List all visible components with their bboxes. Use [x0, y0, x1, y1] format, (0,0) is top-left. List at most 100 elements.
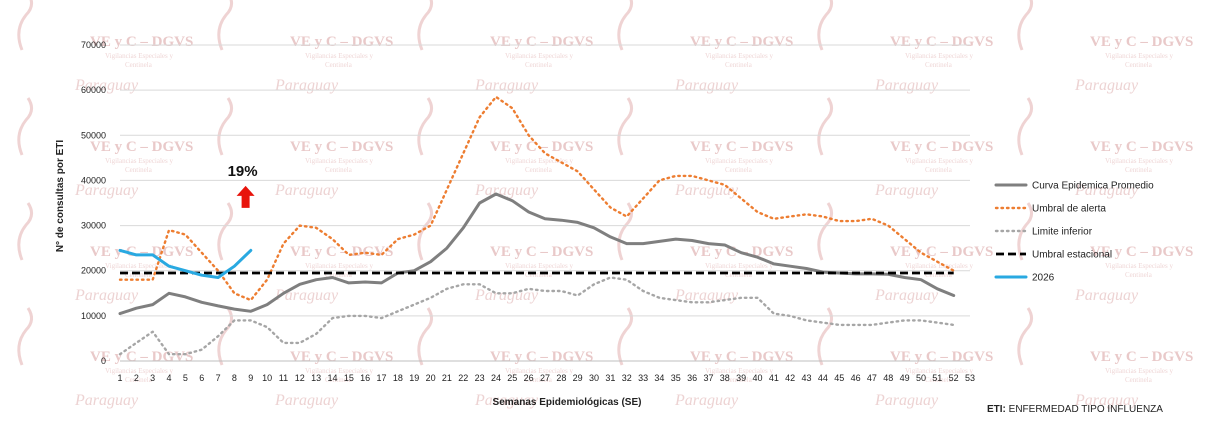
x-tick-label: 51	[932, 373, 942, 383]
watermark-title: VE y C – DGVS	[690, 34, 793, 50]
y-tick-label: 50000	[81, 130, 106, 140]
x-tick-label: 33	[638, 373, 648, 383]
watermark-script: Paraguay	[474, 77, 539, 94]
watermark-script: Paraguay	[874, 392, 939, 409]
watermark-subtitle: Vigilancias Especiales y	[505, 52, 574, 60]
x-tick-label: 24	[491, 373, 501, 383]
watermark-flourish	[1017, 307, 1033, 366]
watermark-subtitle: Centinela	[125, 376, 153, 384]
watermark-flourish	[817, 97, 833, 156]
watermark-script: Paraguay	[674, 392, 739, 409]
x-tick-label: 36	[687, 373, 697, 383]
watermark-subtitle: Centinela	[325, 376, 353, 384]
x-tick-label: 6	[199, 373, 204, 383]
x-tick-label: 49	[900, 373, 910, 383]
watermark-flourish	[617, 0, 633, 51]
watermark-flourish	[617, 202, 633, 261]
watermark-flourish	[217, 97, 233, 156]
watermark-subtitle: Vigilancias Especiales y	[905, 52, 974, 60]
legend-label: Limite inferior	[1032, 227, 1093, 238]
watermark-flourish	[1017, 202, 1033, 261]
x-tick-label: 46	[851, 373, 861, 383]
watermark-title: VE y C – DGVS	[1090, 139, 1193, 155]
series-line-1	[118, 95, 955, 302]
watermark-flourish	[817, 307, 833, 366]
x-tick-label: 8	[232, 373, 237, 383]
watermark-subtitle: Centinela	[125, 61, 153, 69]
x-tick-label: 25	[507, 373, 517, 383]
watermark-subtitle: Centinela	[525, 61, 553, 69]
watermark-subtitle: Centinela	[525, 271, 553, 279]
x-tick-label: 45	[834, 373, 844, 383]
watermark-title: VE y C – DGVS	[490, 349, 593, 365]
watermark-script: Paraguay	[274, 392, 339, 409]
watermark-flourish	[417, 0, 433, 51]
watermark-subtitle: Centinela	[925, 166, 953, 174]
watermark-subtitle: Vigilancias Especiales y	[705, 262, 774, 270]
watermark-subtitle: Vigilancias Especiales y	[1105, 52, 1174, 60]
x-tick-label: 40	[752, 373, 762, 383]
series-line-4	[118, 248, 253, 279]
watermark-title: VE y C – DGVS	[290, 139, 393, 155]
watermark-subtitle: Vigilancias Especiales y	[505, 367, 574, 375]
watermark-subtitle: Centinela	[525, 166, 553, 174]
watermark-title: VE y C – DGVS	[1090, 244, 1193, 260]
watermark-subtitle: Vigilancias Especiales y	[505, 262, 574, 270]
watermark-title: VE y C – DGVS	[1090, 349, 1193, 365]
watermark-script: Paraguay	[74, 182, 139, 199]
footnote: ETI: ENFERMEDAD TIPO INFLUENZA	[987, 404, 1163, 415]
watermark-title: VE y C – DGVS	[490, 244, 593, 260]
gridlines	[120, 44, 970, 317]
watermark-flourish	[617, 97, 633, 156]
watermark-flourish	[817, 0, 833, 51]
watermark-subtitle: Vigilancias Especiales y	[905, 262, 974, 270]
x-tick-label: 9	[248, 373, 253, 383]
x-tick-label: 5	[183, 373, 188, 383]
watermark-subtitle: Vigilancias Especiales y	[505, 157, 574, 165]
x-tick-label: 19	[409, 373, 419, 383]
x-tick-label: 16	[360, 373, 370, 383]
series-line-0	[118, 192, 956, 316]
x-tick-label: 27	[540, 373, 550, 383]
watermark-subtitle: Centinela	[925, 61, 953, 69]
x-tick-label: 13	[311, 373, 321, 383]
y-tick-label: 40000	[81, 175, 106, 185]
x-tick-label: 23	[475, 373, 485, 383]
watermark-title: VE y C – DGVS	[90, 244, 193, 260]
watermark-script: Paraguay	[1074, 287, 1139, 304]
x-tick-label: 14	[327, 373, 337, 383]
x-tick-label: 39	[736, 373, 746, 383]
x-tick-label: 29	[573, 373, 583, 383]
watermark-subtitle: Vigilancias Especiales y	[105, 262, 174, 270]
x-tick-label: 22	[458, 373, 468, 383]
x-tick-label: 47	[867, 373, 877, 383]
watermark-title: VE y C – DGVS	[490, 139, 593, 155]
x-tick-label: 43	[802, 373, 812, 383]
x-tick-label: 32	[622, 373, 632, 383]
watermark-subtitle: Vigilancias Especiales y	[105, 157, 174, 165]
watermark-script: Paraguay	[674, 77, 739, 94]
legend-label: Umbral estacional	[1032, 250, 1112, 261]
watermark-subtitle: Vigilancias Especiales y	[105, 52, 174, 60]
watermark-subtitle: Centinela	[525, 376, 553, 384]
legend-label: 2026	[1032, 273, 1055, 284]
watermark-flourish	[17, 202, 33, 261]
watermark-title: VE y C – DGVS	[890, 34, 993, 50]
watermark-title: VE y C – DGVS	[290, 349, 393, 365]
watermark-subtitle: Centinela	[1125, 61, 1153, 69]
watermark-subtitle: Vigilancias Especiales y	[105, 367, 174, 375]
watermark-flourish	[17, 97, 33, 156]
watermark-script: Paraguay	[274, 287, 339, 304]
legend: Curva Epidemica Promedio Umbral de alerta…	[994, 181, 1154, 284]
watermark-title: VE y C – DGVS	[90, 34, 193, 50]
y-tick-label: 60000	[81, 85, 106, 95]
watermark-flourish	[217, 202, 233, 261]
watermark-title: VE y C – DGVS	[490, 34, 593, 50]
watermark-script: Paraguay	[74, 287, 139, 304]
x-tick-label: 4	[167, 373, 172, 383]
watermark-subtitle: Vigilancias Especiales y	[905, 367, 974, 375]
watermark-title: VE y C – DGVS	[690, 349, 793, 365]
watermark-flourish	[417, 97, 433, 156]
x-tick-label: 30	[589, 373, 599, 383]
